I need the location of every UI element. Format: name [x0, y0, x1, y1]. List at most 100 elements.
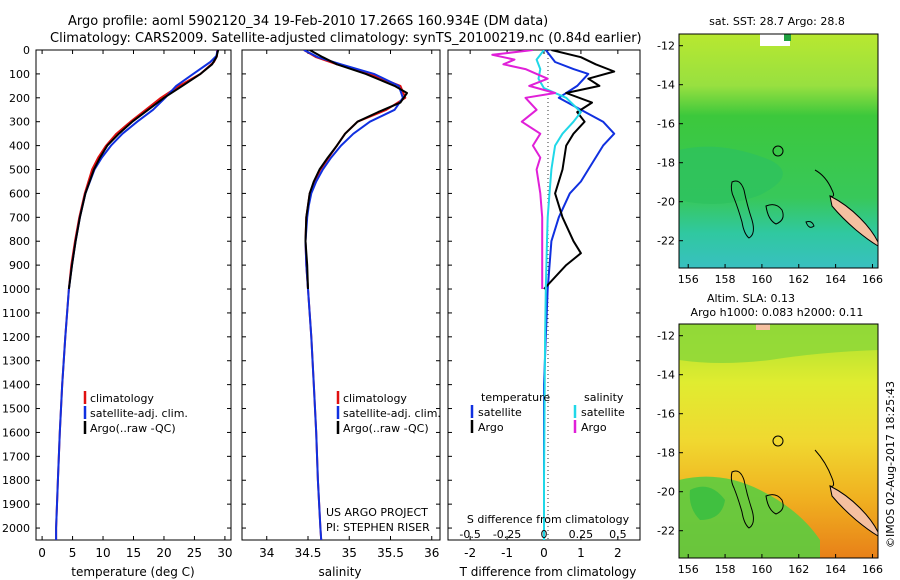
imos-timestamp: ©IMOS 02-Aug-2017 18:25:43: [884, 381, 897, 548]
legend-label-argo: Argo(..raw -QC): [343, 422, 429, 435]
sst-map-ticks: 156 158 160 162 164 166 -12 -14 -16 -18 -20 -22: [657, 40, 883, 286]
sst-cool-patch: [679, 146, 783, 204]
depth-tick-label: 700: [9, 211, 30, 224]
depth-tick-label: 1300: [2, 355, 30, 368]
map-y-tick-label: -20: [657, 486, 675, 499]
x-tick-label: 36: [424, 546, 439, 560]
sst-island-santo: [730, 180, 754, 239]
legend-label-satellite: satellite-adj. clim.: [90, 407, 188, 420]
sst-map-panel: sat. SST: 28.7 Argo: 28.8 156 158 160 162 16…: [657, 15, 883, 286]
depth-tick-label: 1900: [2, 498, 30, 511]
header-line-2: Climatology: CARS2009. Satellite-adjuste…: [50, 31, 642, 46]
map-x-tick-label: 158: [715, 273, 736, 286]
map-x-tick-label: 166: [862, 273, 883, 286]
series-line-salinity-satellite: [535, 50, 582, 540]
depth-tick-label: 1600: [2, 426, 30, 439]
x-tick-label: 10: [95, 546, 110, 560]
header-line-1: Argo profile: aoml 5902120_34 19-Feb-201…: [68, 14, 548, 29]
difference-ticks: -2 -1 0 1 2: [448, 49, 640, 560]
sla-coastline-east: [814, 449, 835, 487]
x-tick-label: 5: [69, 546, 77, 560]
legend-label-t-argo: Argo: [478, 421, 504, 434]
x-tick-label: 20: [156, 546, 171, 560]
sst-map-frame: [678, 33, 879, 269]
map-x-tick-label: 162: [788, 273, 809, 286]
depth-tick-label: 0: [23, 44, 30, 57]
sla-argo-location-marker: [772, 435, 784, 447]
depth-tick-label: 100: [9, 68, 30, 81]
legend-label-argo: Argo(..raw -QC): [90, 422, 176, 435]
legend-label-s-satellite: satellite: [581, 406, 625, 419]
temperature-legend: climatology satellite-adj. clim. Argo(..…: [83, 391, 188, 435]
series-line-argo-raw-qc-: [67, 50, 220, 290]
map-x-tick-label: 158: [715, 563, 736, 576]
project-annotation: US ARGO PROJECT: [326, 506, 428, 519]
temperature-ticks: 0 5 10 15 20 25 30: [36, 49, 233, 560]
map-y-tick-label: -16: [657, 118, 675, 131]
s-diff-tick-label: 0: [541, 528, 548, 541]
x-tick-label: 30: [217, 546, 232, 560]
map-x-tick-label: 164: [825, 273, 846, 286]
depth-tick-label: 800: [9, 235, 30, 248]
x-tick-label: 34.5: [295, 546, 322, 560]
depth-tick-label: 1200: [2, 331, 30, 344]
depth-tick-label: 900: [9, 259, 30, 272]
depth-tick-label: 1400: [2, 379, 30, 392]
s-diff-tick-label: 0.5: [609, 528, 627, 541]
sst-land-fill-top: [760, 34, 790, 46]
difference-lines: [491, 50, 616, 540]
depth-tick-label: 1000: [2, 283, 30, 296]
sla-map-frame: [678, 323, 879, 559]
map-y-tick-label: -18: [657, 157, 675, 170]
s-difference-label: S difference from climatology: [467, 513, 630, 526]
legend-title-salinity: salinity: [584, 391, 624, 404]
temperature-xlabel: temperature (deg C): [71, 565, 194, 579]
sla-map-panel: Altim. SLA: 0.13 Argo h1000: 0.083 h2000…: [657, 292, 883, 576]
depth-tick-label: 1700: [2, 450, 30, 463]
depth-tick-label: 200: [9, 92, 30, 105]
sst-argo-location-marker: [772, 145, 784, 157]
depth-tick-label: 600: [9, 187, 30, 200]
salinity-lines: [303, 50, 408, 540]
depth-tick-label: 1100: [2, 307, 30, 320]
depth-tick-label: 300: [9, 116, 30, 129]
t-difference-label: T difference from climatology: [459, 565, 637, 579]
legend-title-temperature: temperature: [481, 391, 550, 404]
sst-coastline-east: [814, 169, 835, 197]
series-line-satellite-adj-clim-: [55, 50, 219, 540]
sla-map-subtitle: Argo h1000: 0.083 h2000: 0.11: [691, 306, 864, 319]
x-tick-label: 0: [38, 546, 46, 560]
sla-island-malakula: [765, 494, 784, 515]
map-y-tick-label: -16: [657, 408, 675, 421]
legend-label-climatology: climatology: [343, 392, 407, 405]
s-diff-tick-label: -0.5: [459, 528, 480, 541]
legend-label-satellite: satellite-adj. clim.: [343, 407, 441, 420]
series-line-temperature-satellite: [543, 50, 616, 540]
temperature-lines: [55, 50, 220, 540]
map-x-tick-label: 162: [788, 563, 809, 576]
depth-tick-label: 1500: [2, 403, 30, 416]
sla-green-patch-west: [689, 486, 725, 520]
s-difference-tick-labels: -0.5 -0.25 0 0.25 0.5: [459, 528, 626, 541]
x-tick-label: 15: [126, 546, 141, 560]
series-line-satellite-adj-clim-: [303, 50, 404, 540]
difference-panel: -2 -1 0 1 2 S difference from climatology -0…: [447, 49, 641, 579]
map-y-tick-label: -14: [657, 369, 675, 382]
x-tick-label: 35.5: [377, 546, 404, 560]
pi-annotation: PI: STEPHEN RISER: [326, 521, 430, 534]
temperature-panel: 0100200300400500600700800900100011001200…: [2, 44, 233, 579]
map-y-tick-label: -18: [657, 447, 675, 460]
x-tick-label: 1: [577, 546, 585, 560]
map-y-tick-label: -12: [657, 40, 675, 53]
map-y-tick-label: -22: [657, 525, 675, 538]
map-x-tick-label: 156: [678, 273, 699, 286]
x-tick-label: -1: [501, 546, 513, 560]
x-tick-label: 0: [540, 546, 548, 560]
map-y-tick-label: -14: [657, 79, 675, 92]
depth-tick-label: 2000: [2, 522, 30, 535]
x-tick-label: 25: [187, 546, 202, 560]
depth-tick-label: 400: [9, 140, 30, 153]
sst-map-title: sat. SST: 28.7 Argo: 28.8: [709, 15, 845, 28]
sla-map-ticks: 156 158 160 162 164 166 -12 -14 -16 -18 -20 -22: [657, 330, 883, 576]
map-y-tick-label: -22: [657, 235, 675, 248]
